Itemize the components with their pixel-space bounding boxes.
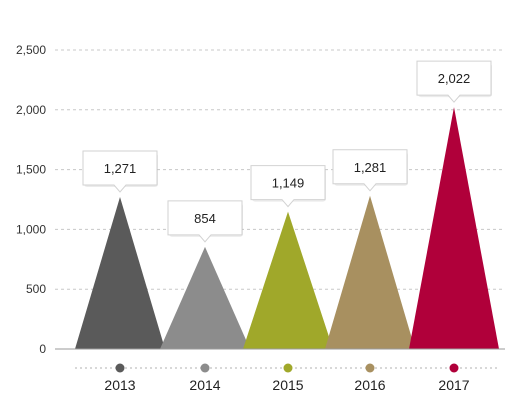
callout-box bbox=[167, 200, 243, 243]
triangle-bar-2014 bbox=[160, 246, 250, 349]
y-tick-label: 1,000 bbox=[16, 222, 46, 236]
value-callout-2016: 1,281 bbox=[332, 149, 408, 192]
value-callouts: 1,271 854 1,149 1,281 2,022 bbox=[82, 60, 492, 243]
triangle-bar-2013 bbox=[75, 196, 165, 349]
legend-dot-2016 bbox=[365, 363, 375, 373]
callout-box bbox=[332, 149, 408, 192]
triangle-bar-2015 bbox=[243, 211, 333, 349]
value-callout-2015: 1,149 bbox=[250, 165, 326, 208]
data-label: 1,271 bbox=[104, 161, 137, 176]
y-tick-label: 500 bbox=[26, 282, 46, 296]
y-tick-label: 2,500 bbox=[16, 43, 46, 57]
x-category-label: 2017 bbox=[438, 377, 469, 393]
legend-dot-2013 bbox=[115, 363, 125, 373]
x-axis-categories: 2013 2014 2015 2016 2017 bbox=[75, 363, 500, 393]
data-label: 1,281 bbox=[354, 160, 387, 175]
value-callout-2014: 854 bbox=[167, 200, 243, 243]
data-label: 1,149 bbox=[272, 176, 305, 191]
legend-dot-2014 bbox=[200, 363, 210, 373]
y-tick-label: 0 bbox=[39, 342, 46, 356]
x-category-label: 2013 bbox=[104, 377, 135, 393]
triangle-bar-2017 bbox=[409, 107, 499, 350]
y-axis-tick-labels: 0 500 1,000 1,500 2,000 2,500 bbox=[16, 43, 46, 356]
callout-box bbox=[250, 165, 326, 208]
x-category-label: 2016 bbox=[354, 377, 385, 393]
legend-dot-2015 bbox=[283, 363, 293, 373]
callout-box bbox=[82, 150, 158, 193]
x-category-label: 2014 bbox=[189, 377, 220, 393]
callout-box bbox=[416, 60, 492, 103]
value-callout-2017: 2,022 bbox=[416, 60, 492, 103]
data-label: 854 bbox=[194, 211, 216, 226]
legend-dot-2017 bbox=[449, 363, 459, 373]
triangle-bar-2016 bbox=[325, 195, 415, 349]
data-label: 2,022 bbox=[438, 71, 471, 86]
y-tick-label: 1,500 bbox=[16, 163, 46, 177]
x-category-label: 2015 bbox=[272, 377, 303, 393]
value-callout-2013: 1,271 bbox=[82, 150, 158, 193]
triangle-bars bbox=[75, 107, 499, 350]
y-tick-label: 2,000 bbox=[16, 103, 46, 117]
